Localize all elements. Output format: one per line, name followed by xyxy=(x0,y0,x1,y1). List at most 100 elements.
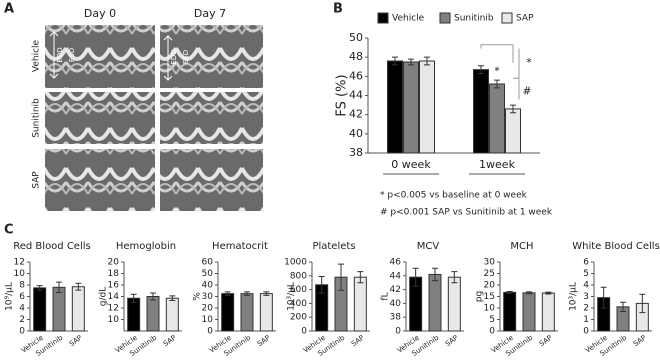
x-tick-label: SAP xyxy=(162,334,178,348)
y-tick-label: 38 xyxy=(390,313,402,323)
bar xyxy=(505,108,521,154)
y-tick-label: 4 xyxy=(19,304,25,314)
error-bar xyxy=(338,263,344,291)
echo-image xyxy=(160,149,263,211)
error-bar xyxy=(545,291,552,295)
y-tick-label: 50 xyxy=(349,31,363,44)
x-tick-label: 0 week xyxy=(391,158,431,171)
y-tick-label: 38 xyxy=(349,146,363,159)
y-tick-label: 10 xyxy=(14,269,26,279)
error-bar xyxy=(526,291,532,295)
x-tick-label: SAP xyxy=(538,334,554,348)
error-bar xyxy=(494,79,500,89)
legend-label: SAP xyxy=(516,14,534,24)
bar xyxy=(522,292,536,332)
y-tick-label: 8 xyxy=(19,281,25,291)
bar xyxy=(489,83,505,154)
row-label: SAP xyxy=(32,171,42,189)
bar xyxy=(259,293,273,332)
y-tick-label: 60 xyxy=(202,258,214,268)
legend-swatch xyxy=(439,12,451,24)
legend-label: Vehicle xyxy=(392,14,425,24)
y-tick-label: 10 xyxy=(108,315,120,325)
y-tick-label: 200 xyxy=(290,313,307,323)
marker-label: EDD xyxy=(170,49,178,64)
y-tick-label: 1 xyxy=(583,315,589,325)
y-axis-label: fL xyxy=(381,292,391,300)
chart-title: Hemoglobin xyxy=(116,241,176,252)
panel-label: C xyxy=(4,223,14,238)
error-bar xyxy=(478,65,484,74)
y-tick-label: 0 xyxy=(395,327,401,337)
y-tick-label: 0 xyxy=(207,327,213,337)
y-tick-label: 2 xyxy=(19,315,25,325)
y-tick-label: 1000 xyxy=(284,258,307,268)
error-bar xyxy=(357,271,364,284)
significance-bracket xyxy=(480,44,520,100)
y-tick-label: 20 xyxy=(484,281,496,291)
y-tick-label: 800 xyxy=(290,271,307,281)
y-tick-label: 6 xyxy=(583,258,589,268)
arrow xyxy=(49,31,59,79)
column-label: Day 0 xyxy=(84,7,116,20)
error-bar xyxy=(263,291,270,296)
legend-swatch xyxy=(377,12,389,24)
y-tick-label: 48 xyxy=(349,50,363,63)
panel-label: A xyxy=(4,2,14,17)
marker-label: ESD xyxy=(182,50,190,64)
error-bar xyxy=(392,56,398,66)
y-tick-label: 20 xyxy=(108,258,120,268)
y-tick-label: 6 xyxy=(19,292,25,302)
chart-title: Hematocrit xyxy=(212,241,268,252)
chart-title: Platelets xyxy=(312,241,355,252)
error-bar xyxy=(506,290,513,294)
annotation: * xyxy=(494,65,500,78)
arrow xyxy=(163,35,173,81)
y-tick-label: 30 xyxy=(484,258,496,268)
error-bar xyxy=(620,301,626,312)
y-tick-label: 16 xyxy=(108,281,120,291)
y-tick-label: 46 xyxy=(349,69,363,82)
legend-swatch xyxy=(501,12,513,24)
y-tick-label: 42 xyxy=(349,108,363,121)
marker-label: EDD xyxy=(56,47,64,62)
y-tick-label: 2 xyxy=(583,304,589,314)
y-tick-label: 4 xyxy=(583,281,589,291)
y-tick-label: 30 xyxy=(202,292,214,302)
y-tick-label: 0 xyxy=(489,327,495,337)
y-tick-label: 12 xyxy=(14,258,25,268)
bar xyxy=(127,297,141,332)
y-tick-label: 10 xyxy=(484,304,496,314)
y-tick-label: 50 xyxy=(202,269,214,279)
bar xyxy=(33,287,47,332)
y-tick-label: 0 xyxy=(583,327,589,337)
error-bar xyxy=(432,267,438,282)
x-tick-label: SAP xyxy=(632,334,648,348)
bar xyxy=(52,286,66,332)
y-tick-label: 44 xyxy=(390,271,402,281)
y-tick-label: 0 xyxy=(301,327,307,337)
error-bar xyxy=(150,292,156,301)
y-axis-label: pg xyxy=(475,291,485,302)
error-bar xyxy=(424,56,430,66)
y-tick-label: 12 xyxy=(108,304,119,314)
echo-image xyxy=(45,25,155,88)
error-bar xyxy=(318,275,325,294)
bar xyxy=(353,276,367,332)
bar xyxy=(71,286,85,332)
chart-title: White Blood Cells xyxy=(572,241,660,252)
y-tick-label: 44 xyxy=(349,89,363,102)
bar xyxy=(419,60,435,154)
y-axis-label: g/dL xyxy=(99,287,109,306)
y-tick-label: 25 xyxy=(484,269,495,279)
echo-image xyxy=(160,92,263,144)
y-tick-label: 3 xyxy=(583,292,589,302)
footnote: * p<0.005 vs baseline at 0 week xyxy=(380,191,528,201)
bar xyxy=(541,292,555,332)
chart-title: MCH xyxy=(510,241,533,252)
bar xyxy=(503,291,517,332)
y-tick-label: 10 xyxy=(202,315,214,325)
chart-title: Red Blood Cells xyxy=(13,241,90,252)
legend-label: Sunitinib xyxy=(454,14,494,24)
